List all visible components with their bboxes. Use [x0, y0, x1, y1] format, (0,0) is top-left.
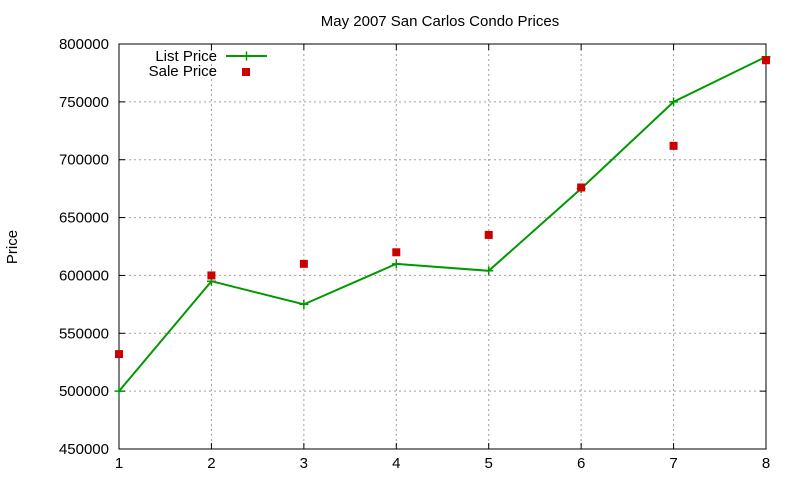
- list-price-point: [114, 386, 124, 396]
- legend-label-list-price: List Price: [155, 48, 217, 65]
- y-tick-label: 550000: [59, 325, 109, 342]
- x-tick-label: 8: [762, 455, 770, 472]
- x-tick-label: 6: [577, 455, 585, 472]
- series-layer: [114, 52, 771, 396]
- x-tick-label: 4: [392, 455, 400, 472]
- y-tick-label: 450000: [59, 441, 109, 458]
- legend: List Price Sale Price: [149, 48, 267, 80]
- sale-price-point: [392, 248, 401, 257]
- y-axis-label: Price: [4, 230, 21, 264]
- grid: [119, 44, 766, 449]
- x-tick-label: 1: [115, 455, 123, 472]
- x-tick-label: 2: [207, 455, 215, 472]
- sale-price-point: [577, 183, 586, 192]
- x-tick-label: 5: [485, 455, 493, 472]
- legend-label-sale-price: Sale Price: [149, 63, 217, 80]
- plot-frame: [118, 43, 767, 450]
- y-tick-label: 500000: [59, 383, 109, 400]
- sale-price-point: [299, 259, 308, 268]
- list-price-point: [391, 259, 401, 269]
- series-line-list-price: [118, 55, 767, 392]
- y-tick-label: 750000: [59, 94, 109, 111]
- sale-price-point: [669, 141, 678, 150]
- x-tick-label: 3: [300, 455, 308, 472]
- list-price-point: [669, 97, 679, 107]
- sale-price-point: [484, 230, 493, 239]
- y-tick-label: 800000: [59, 36, 109, 53]
- list-price-point: [484, 266, 494, 276]
- axis-ticks: 450000 500000 550000 600000 650000 700000 7500…: [59, 36, 770, 472]
- y-tick-label: 600000: [59, 267, 109, 284]
- legend-marker-sale-price: [242, 68, 250, 76]
- sale-price-point: [115, 350, 123, 359]
- x-tick-label: 7: [669, 455, 677, 472]
- legend-marker-list-price: [242, 51, 251, 61]
- sale-price-point: [762, 56, 770, 65]
- y-tick-label: 650000: [59, 210, 109, 227]
- chart-title: May 2007 San Carlos Condo Prices: [321, 13, 559, 30]
- y-tick-label: 700000: [59, 152, 109, 169]
- sale-price-point: [207, 271, 216, 280]
- list-price-point: [299, 299, 309, 309]
